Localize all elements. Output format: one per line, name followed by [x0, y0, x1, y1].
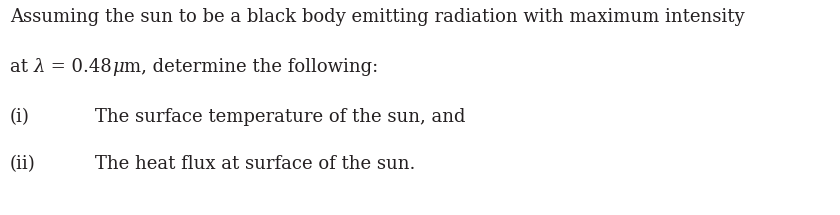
- Text: Assuming the sun to be a black body emitting radiation with maximum intensity: Assuming the sun to be a black body emit…: [10, 8, 744, 26]
- Text: = 0.48: = 0.48: [45, 58, 112, 76]
- Text: The surface temperature of the sun, and: The surface temperature of the sun, and: [95, 108, 465, 126]
- Text: (ii): (ii): [10, 155, 36, 173]
- Text: at: at: [10, 58, 34, 76]
- Text: λ: λ: [34, 58, 45, 76]
- Text: μ: μ: [112, 58, 123, 76]
- Text: The heat flux at surface of the sun.: The heat flux at surface of the sun.: [95, 155, 415, 173]
- Text: m, determine the following:: m, determine the following:: [123, 58, 378, 76]
- Text: (i): (i): [10, 108, 30, 126]
